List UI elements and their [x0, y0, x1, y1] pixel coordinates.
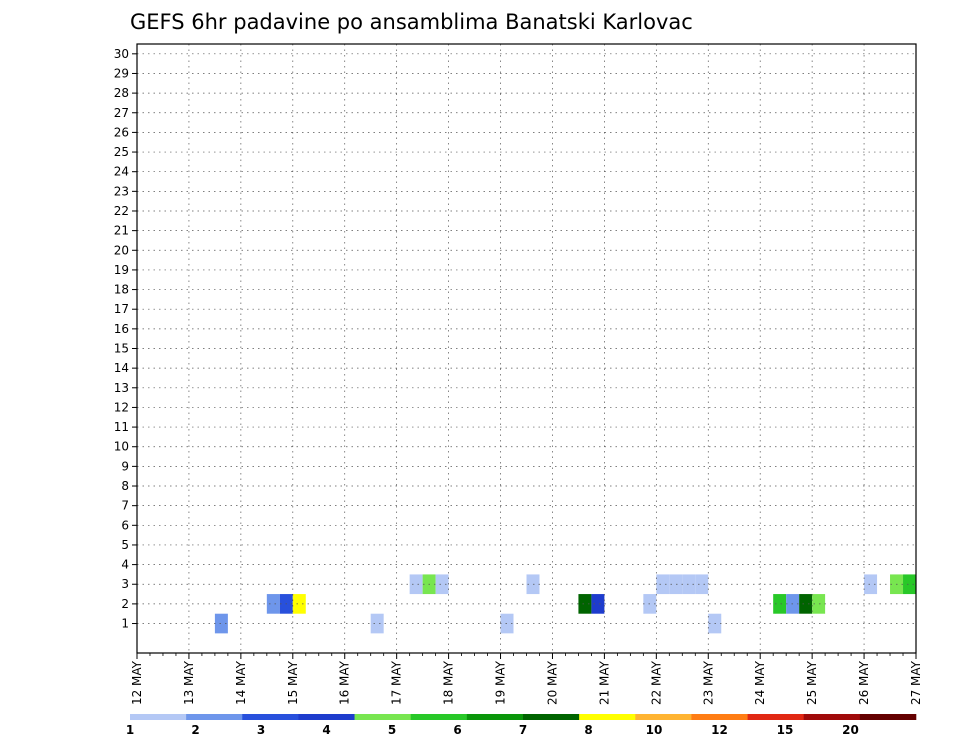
x-tick-label: 25 MAY [805, 660, 819, 705]
legend-swatch [186, 714, 243, 720]
y-tick-label: 3 [121, 577, 129, 591]
y-tick-label: 21 [114, 224, 129, 238]
legend-label: 15 [777, 723, 794, 737]
legend-swatch [298, 714, 355, 720]
x-tick-label: 13 MAY [182, 660, 196, 705]
y-tick-label: 10 [114, 440, 129, 454]
heatmap-cell [864, 574, 878, 595]
y-tick-label: 16 [114, 322, 129, 336]
y-tick-label: 7 [121, 499, 129, 513]
y-tick-label: 12 [114, 400, 129, 414]
legend-label: 20 [842, 723, 859, 737]
heatmap-cell [526, 574, 540, 595]
y-axis: 1234567891011121314151617181920212223242… [114, 47, 137, 631]
legend-swatch [579, 714, 636, 720]
y-tick-label: 11 [114, 420, 129, 434]
heatmap-cell [799, 594, 813, 614]
x-tick-label: 21 MAY [597, 660, 611, 705]
y-tick-label: 24 [114, 165, 129, 179]
legend-label: 4 [322, 723, 330, 737]
legend-swatch [691, 714, 748, 720]
heatmap-cell [409, 574, 423, 595]
legend-swatch [410, 714, 468, 720]
y-tick-label: 30 [114, 47, 129, 61]
x-tick-label: 17 MAY [390, 660, 404, 705]
y-tick-label: 20 [114, 243, 129, 257]
heatmap-cell [773, 594, 787, 614]
heatmap-cell [669, 574, 683, 595]
x-axis: 12 MAY 13 MAY 14 MAY 15 MAY 16 MAY 17 MAY 18 M… [130, 653, 923, 705]
legend-label: 10 [646, 723, 663, 737]
y-tick-label: 9 [121, 459, 129, 473]
x-tick-label: 20 MAY [545, 660, 559, 705]
y-tick-label: 28 [114, 86, 129, 100]
heatmap-cell [695, 574, 709, 595]
legend-swatch [466, 714, 524, 720]
y-tick-label: 18 [114, 283, 129, 297]
legend-label: 1 [126, 723, 134, 737]
x-tick-label: 14 MAY [234, 660, 248, 705]
legend-swatch [130, 714, 187, 720]
legend-label: 8 [584, 723, 592, 737]
y-tick-label: 1 [121, 617, 129, 631]
x-tick-label: 24 MAY [753, 660, 767, 705]
grid-lines [137, 44, 916, 653]
x-tick-label: 12 MAY [130, 660, 144, 705]
y-tick-label: 8 [121, 479, 129, 493]
legend-label: 3 [257, 723, 265, 737]
y-tick-label: 4 [121, 558, 129, 572]
legend-swatch [747, 714, 805, 720]
heatmap-cell [266, 594, 280, 614]
heatmap-cell [903, 574, 916, 595]
legend: 1 2 3 4 5 6 7 8 10 12 15 20 [126, 714, 917, 737]
heatmap-cells [214, 574, 916, 634]
x-tick-label: 22 MAY [649, 660, 663, 705]
x-tick-label: 27 MAY [909, 660, 923, 705]
legend-swatch [635, 714, 692, 720]
legend-swatch [242, 714, 299, 720]
y-tick-label: 19 [114, 263, 129, 277]
x-tick-label: 16 MAY [338, 660, 352, 705]
heatmap-cell [435, 574, 449, 595]
y-tick-label: 23 [114, 184, 129, 198]
heatmap-cell [370, 613, 384, 634]
y-tick-label: 13 [114, 381, 129, 395]
heatmap-cell [682, 574, 696, 595]
x-tick-label: 18 MAY [442, 660, 456, 705]
heatmap-cell [292, 594, 306, 614]
y-tick-label: 2 [121, 597, 129, 611]
legend-label: 12 [711, 723, 728, 737]
heatmap-cell [812, 594, 826, 614]
chart-title: GEFS 6hr padavine po ansamblima Banatski… [130, 10, 693, 34]
legend-label: 2 [191, 723, 199, 737]
legend-label: 7 [519, 723, 527, 737]
legend-swatch [859, 714, 917, 720]
x-tick-label: 23 MAY [701, 660, 715, 705]
heatmap-cell [214, 613, 228, 634]
legend-swatch [523, 714, 580, 720]
y-tick-label: 22 [114, 204, 129, 218]
x-tick-label: 15 MAY [286, 660, 300, 705]
x-tick-label: 19 MAY [494, 660, 508, 705]
y-tick-label: 17 [114, 302, 129, 316]
y-tick-label: 27 [114, 106, 129, 120]
heatmap-cell [591, 594, 605, 614]
y-tick-label: 25 [114, 145, 129, 159]
heatmap-cell [578, 594, 592, 614]
y-tick-label: 5 [121, 538, 129, 552]
y-tick-label: 26 [114, 125, 129, 139]
legend-label: 6 [453, 723, 461, 737]
legend-swatch [354, 714, 412, 720]
y-tick-label: 14 [114, 361, 129, 375]
y-tick-label: 29 [114, 66, 129, 80]
x-tick-label: 26 MAY [857, 660, 871, 705]
legend-label: 5 [388, 723, 396, 737]
legend-swatch [803, 714, 861, 720]
heatmap-cell [656, 574, 670, 595]
y-tick-label: 15 [114, 342, 129, 356]
y-tick-label: 6 [121, 518, 129, 532]
heatmap-cell [500, 613, 514, 634]
